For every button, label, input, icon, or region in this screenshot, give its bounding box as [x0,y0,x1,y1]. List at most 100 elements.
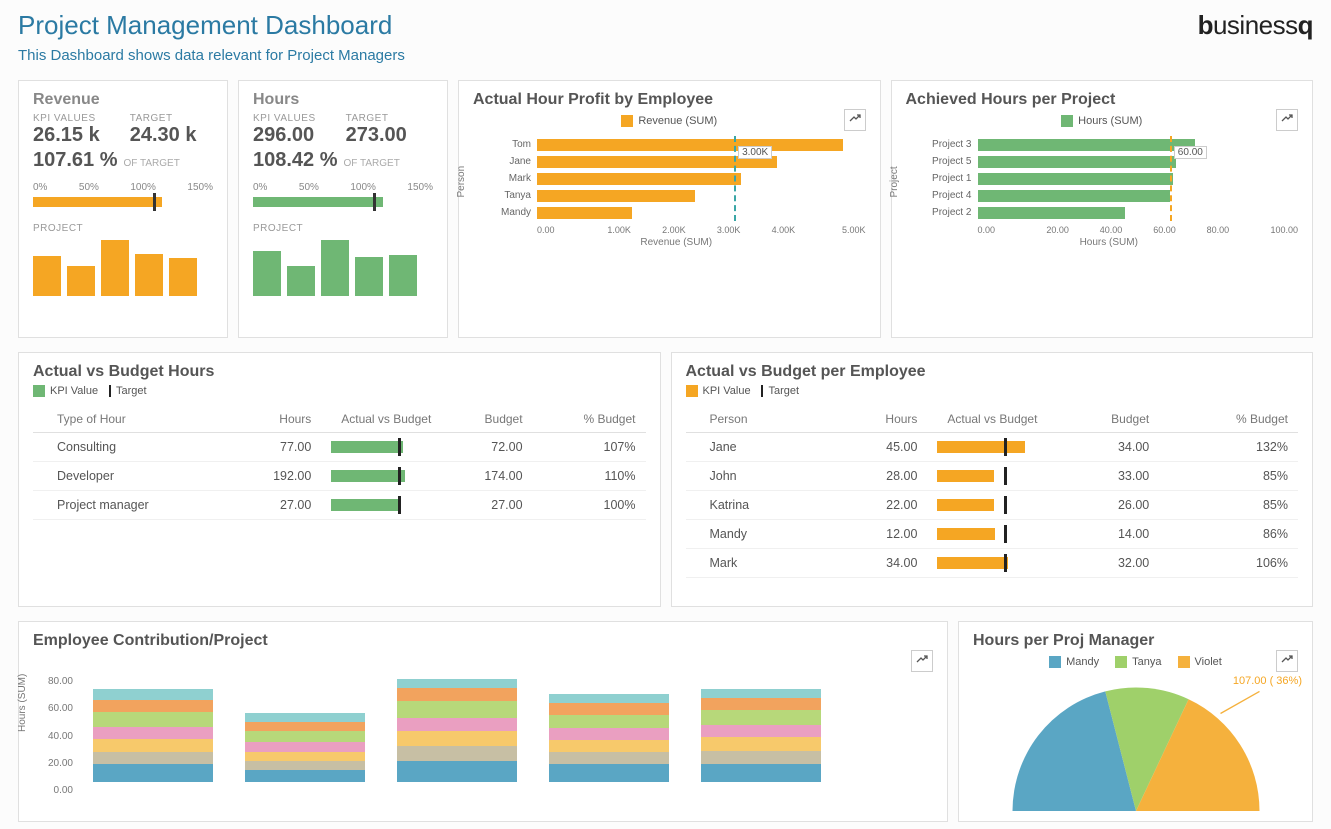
kpi-oftarget-label: OF TARGET [344,158,400,169]
avb-bar [937,441,1025,453]
hbar-label: Jane [487,156,537,167]
table-row: Katrina22.0026.0085% [686,491,1299,520]
kpi-hours-sparkbars [253,240,433,296]
gauge-tick: 150% [187,182,213,193]
chart-title: Actual vs Budget per Employee [686,363,1299,381]
stack-segment [701,725,821,737]
gauge-tick: 0% [253,182,267,193]
gauge-tick: 50% [79,182,99,193]
legend-item: Mandy [1049,656,1099,668]
hbar-row: Tanya [487,187,866,204]
axis-tick: 0.00 [537,225,592,235]
hbar-row: Project 2 [920,204,1299,221]
hbar-row: Project 3 [920,136,1299,153]
legend-item: KPI Value [686,385,751,397]
y-tick: 80.00 [39,676,73,687]
hbar-label: Tom [487,139,537,150]
expand-icon[interactable] [1276,109,1298,131]
stack-segment [245,752,365,761]
stack-segment [245,713,365,722]
kpi-label: KPI VALUES [33,113,100,124]
axis-tick: 80.00 [1191,225,1244,235]
stack-segment [93,712,213,727]
legend-item: KPI Value [33,385,98,397]
hbar-label: Tanya [487,190,537,201]
table-row: Project manager27.0027.00100% [33,491,646,520]
chart-title: Employee Contribution/Project [33,632,933,650]
page-subtitle: This Dashboard shows data relevant for P… [18,47,405,64]
spark-bar [287,266,315,296]
y-tick: 20.00 [39,758,73,769]
hbar-label: Project 2 [920,207,978,218]
avb-target-mark [1004,438,1007,456]
avb-bar [937,470,994,482]
legend-item: Revenue (SUM) [621,115,717,127]
y-axis-label: Hours (SUM) [17,674,28,732]
avb-bar [937,499,994,511]
axis-tick: 2.00K [647,225,702,235]
stack-column [93,689,213,782]
y-axis-label: Person [456,166,467,198]
axis-tick: 5.00K [811,225,866,235]
stack-segment [549,740,669,752]
kpi-oftarget-label: OF TARGET [124,158,180,169]
stack-segment [245,722,365,731]
avb-target-mark [398,438,401,456]
gauge-tick: 100% [130,182,156,193]
stack-segment [701,689,821,698]
gauge-fill [33,197,162,207]
gauge-target-mark [373,193,376,211]
expand-icon[interactable] [844,109,866,131]
chart-title: Achieved Hours per Project [906,91,1299,109]
hours-per-project-card: Achieved Hours per Project Hours (SUM) P… [891,80,1314,338]
stack-column [397,679,517,783]
axis-tick: 100.00 [1245,225,1298,235]
spark-bar [355,257,383,296]
chart-title: Hours per Proj Manager [973,632,1298,650]
avb-target-mark [398,496,401,514]
kpi-revenue-target: 24.30 k [130,124,197,147]
stack-segment [701,737,821,751]
kpi-revenue-gauge: 0% 50% 100% 150% [33,182,213,209]
hbar-row: Project 5 [920,153,1299,170]
hbar-fill [537,207,632,219]
table-header: Budget [1047,406,1159,433]
stack-segment [93,739,213,753]
stack-segment [93,764,213,782]
table-header: Actual vs Budget [927,406,1047,433]
spark-bar [169,258,197,296]
gauge-tick: 0% [33,182,47,193]
legend-item: Violet [1178,656,1222,668]
stack-segment [397,761,517,782]
expand-icon[interactable] [1276,650,1298,672]
avb-bar [331,470,404,482]
stack-segment [549,764,669,782]
chart-title: Actual vs Budget Hours [33,363,646,381]
avb-target-mark [1004,525,1007,543]
avb-hours-card: Actual vs Budget Hours KPI Value Target … [18,352,661,607]
gauge-tick: 100% [350,182,376,193]
axis-tick: 4.00K [756,225,811,235]
hbar-fill [978,156,1177,168]
hbar-row: Project 4 [920,187,1299,204]
legend-item: Tanya [1115,656,1161,668]
stack-segment [245,731,365,742]
hbar-row: Tom [487,136,866,153]
chart-title: Actual Hour Profit by Employee [473,91,866,109]
kpi-revenue-title: Revenue [33,91,213,109]
spark-bar [389,255,417,296]
axis-tick: 60.00 [1138,225,1191,235]
gauge-tick: 50% [299,182,319,193]
hbar-row: Mark [487,170,866,187]
gauge-target-mark [153,193,156,211]
stack-segment [397,679,517,688]
expand-icon[interactable] [911,650,933,672]
kpi-revenue-value: 26.15 k [33,124,100,147]
hbar-fill [978,190,1170,202]
hbar-row: Mandy [487,204,866,221]
spark-bar [101,240,129,296]
table-row: Consulting77.0072.00107% [33,433,646,462]
avb-bar [937,557,1008,569]
stack-segment [549,715,669,729]
hbar-label: Project 3 [920,139,978,150]
